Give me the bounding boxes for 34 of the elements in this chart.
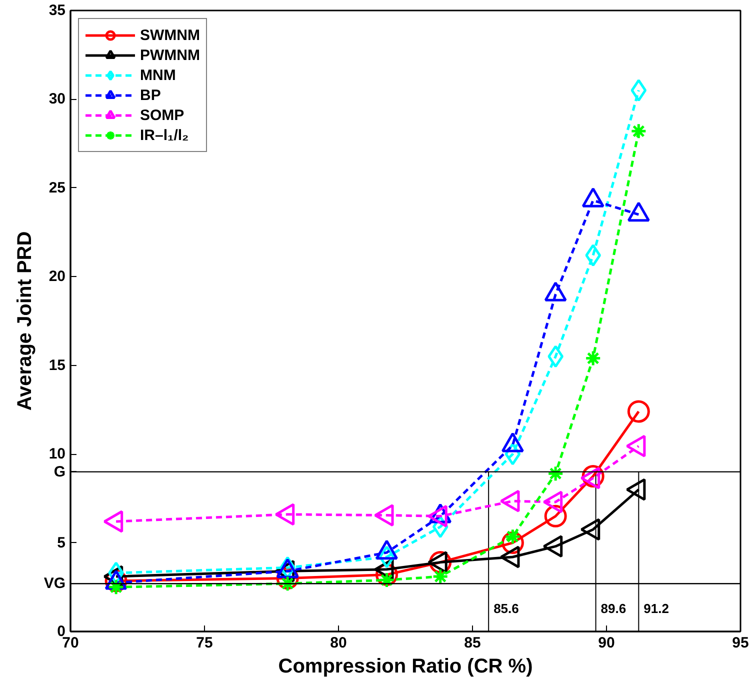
point <box>432 568 449 585</box>
x-tick-label: 70 <box>62 634 79 652</box>
x-tick-label: 85 <box>464 634 481 652</box>
point <box>630 122 647 140</box>
legend-label: BP <box>140 86 161 104</box>
ref-line-label: 91.2 <box>644 600 669 616</box>
legend-label: PWMNM <box>140 46 200 64</box>
x-tick-label: 75 <box>196 634 213 652</box>
y-tick-label: G <box>54 463 66 480</box>
y-tick-label: VG <box>44 575 66 592</box>
legend-label: IR–l₁/l₂ <box>140 126 189 144</box>
y-tick-label: 20 <box>48 268 66 286</box>
point <box>630 79 647 102</box>
legend-label: MNM <box>140 66 176 84</box>
y-tick-label: 10 <box>48 446 66 463</box>
point <box>547 465 564 482</box>
point <box>627 400 650 423</box>
legend-label: SWMNM <box>140 26 200 44</box>
ref-line-label: 89.6 <box>600 600 626 616</box>
ref-line-label: 85.6 <box>494 600 519 616</box>
point <box>544 504 567 528</box>
point <box>584 350 602 367</box>
y-tick-label: 15 <box>48 356 66 374</box>
point <box>585 244 602 267</box>
y-tick-label: 5 <box>57 534 66 552</box>
y-tick-label: 30 <box>48 90 66 108</box>
x-tick-label: 90 <box>598 634 615 652</box>
x-tick-label: 80 <box>330 634 347 652</box>
x-axis-title: Compression Ratio (CR %) <box>278 656 533 678</box>
x-tick-label: 95 <box>732 634 749 652</box>
legend-label: SOMP <box>140 106 184 124</box>
y-tick-label: 35 <box>48 2 66 19</box>
y-tick-label: 25 <box>48 179 66 196</box>
y-axis-title: Average Joint PRD <box>14 231 36 411</box>
